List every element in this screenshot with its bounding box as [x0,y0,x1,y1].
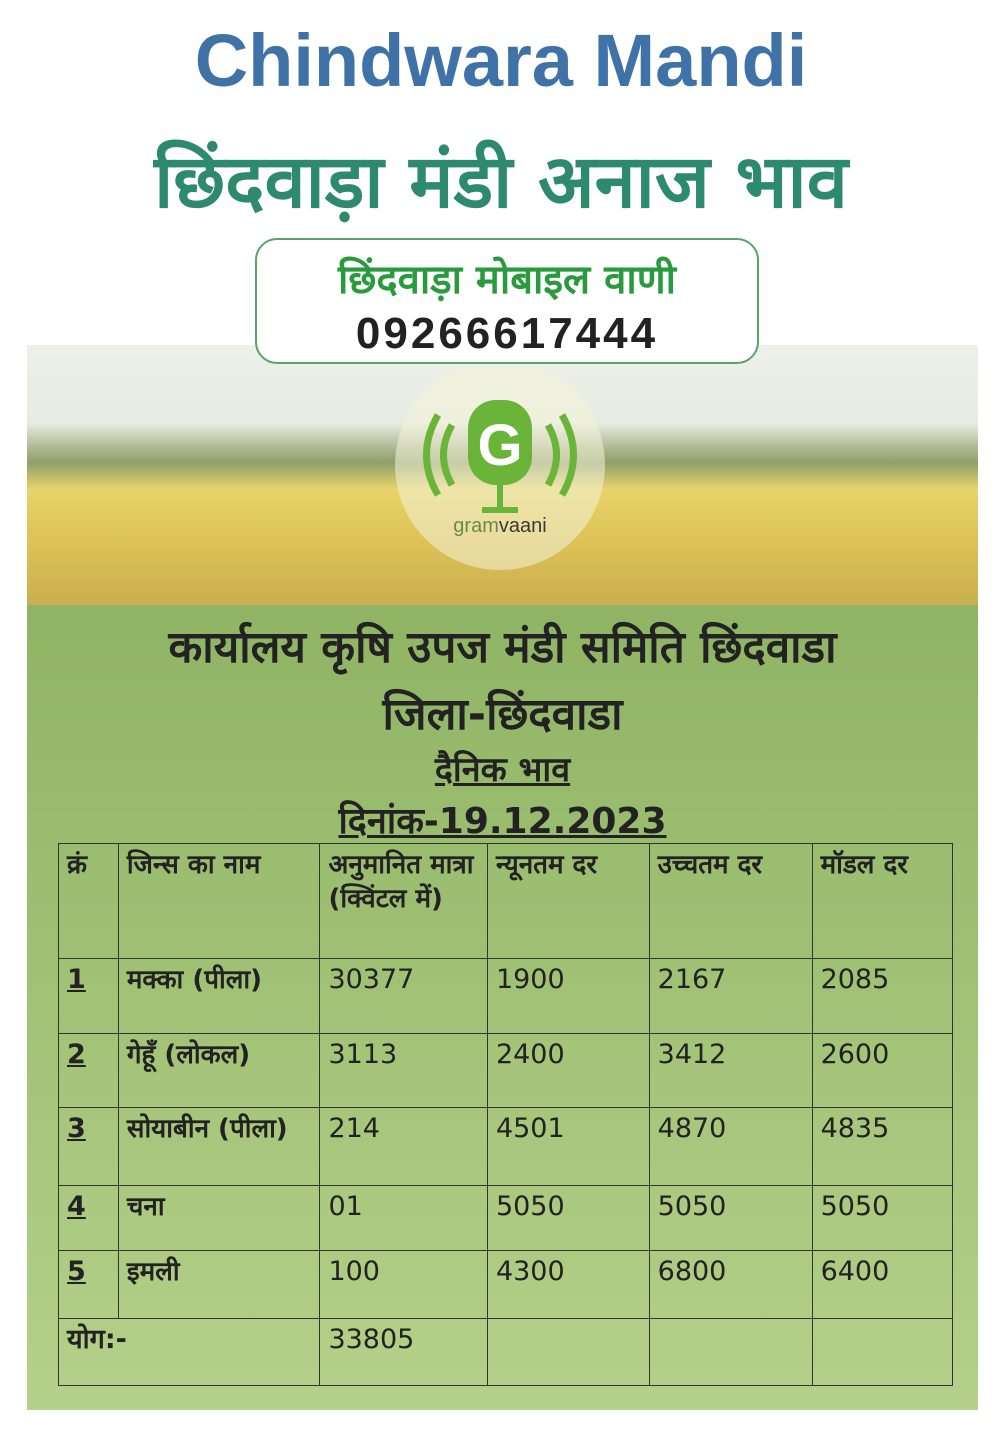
header-row: क्रं जिन्स का नाम अनुमानित मात्रा (क्विंटल… [58,843,954,959]
table-cell: 2085 [811,958,954,1034]
contact-phone: 09266617444 [355,309,659,358]
logo: G gramvaani [395,370,605,570]
table-cell: 5 [58,1250,119,1319]
column-header: उच्चतम दर [648,843,813,959]
column-header: जिन्स का नाम [117,843,321,959]
column-header: क्रं [58,843,119,959]
total-row: योग:- 33805 [57,1318,954,1386]
office: कार्यालय कृषि उपज मंडी समिति छिंदवाडा [168,622,837,673]
contact-box: छिंदवाड़ा मोबाइल वाणी 09266617444 [255,238,759,364]
svg-text:G: G [477,413,522,478]
empty-cell [648,1318,813,1386]
table-cell: 4300 [486,1250,650,1319]
table-cell: 4501 [486,1107,650,1186]
table-cell: 6800 [648,1250,813,1319]
table-cell: सोयाबीन (पीला) [117,1107,321,1186]
total-label: योग:- [57,1318,321,1386]
table-cell: 5050 [811,1185,954,1251]
table-row: 2 गेहूँ (लोकल) 3113 2400 3412 2600 [58,1033,954,1108]
logo-text: vaani [499,515,547,537]
column-header: मॉडल दर [811,843,954,959]
contact-name: छिंदवाड़ा मोबाइल वाणी [338,257,676,303]
table-row: 1 मक्का (पीला) 30377 1900 2167 2085 [58,958,954,1034]
table-cell: 4870 [648,1107,813,1186]
table-cell: 3 [58,1107,119,1186]
column-header: न्यूनतम दर [486,843,650,959]
total-quantity: 33805 [319,1318,488,1386]
table-row: 4 चना 01 5050 5050 5050 [58,1185,954,1251]
table-cell: गेहूँ (लोकल) [117,1033,321,1108]
column-header: अनुमानित मात्रा (क्विंटल में) [319,843,488,959]
title: Chindwara Mandi [194,19,808,102]
table-cell: 100 [319,1250,488,1319]
table-cell: 1 [58,958,119,1034]
table-cell: इमली [117,1250,321,1319]
table-cell: 6400 [811,1250,954,1319]
table-cell: 30377 [319,958,488,1034]
empty-cell [811,1318,954,1386]
empty-cell [486,1318,650,1386]
subtitle: छिंदवाड़ा मंडी अनाज भाव [154,139,848,225]
table-cell: 2600 [811,1033,954,1108]
table-cell: 2167 [648,958,813,1034]
table-cell: 3412 [648,1033,813,1108]
table-cell: 2400 [486,1033,650,1108]
table-row: 5 इमली 100 4300 6800 6400 [58,1250,954,1319]
table-cell: 1900 [486,958,650,1034]
table-cell: 5050 [486,1185,650,1251]
table-cell: 4835 [811,1107,954,1186]
table-cell: 214 [319,1107,488,1186]
date: दिनांक-19.12.2023 [338,801,667,842]
heading: दैनिक भाव [434,750,571,790]
table-cell: 01 [319,1185,488,1251]
table-cell: 5050 [648,1185,813,1251]
table-cell: मक्का (पीला) [117,958,321,1034]
price-table: क्रं जिन्स का नाम अनुमानित मात्रा (क्विंटल… [57,843,954,1386]
table-cell: 2 [58,1033,119,1108]
table-cell: 4 [58,1185,119,1251]
table-cell: चना [117,1185,321,1251]
table-row: 3 सोयाबीन (पीला) 214 4501 4870 4835 [58,1107,954,1186]
district: जिला-छिंदवाडा [382,689,623,740]
logo-text: gram [453,515,499,537]
table-cell: 3113 [319,1033,488,1108]
svg-text:gramvaani: gramvaani [453,515,546,537]
